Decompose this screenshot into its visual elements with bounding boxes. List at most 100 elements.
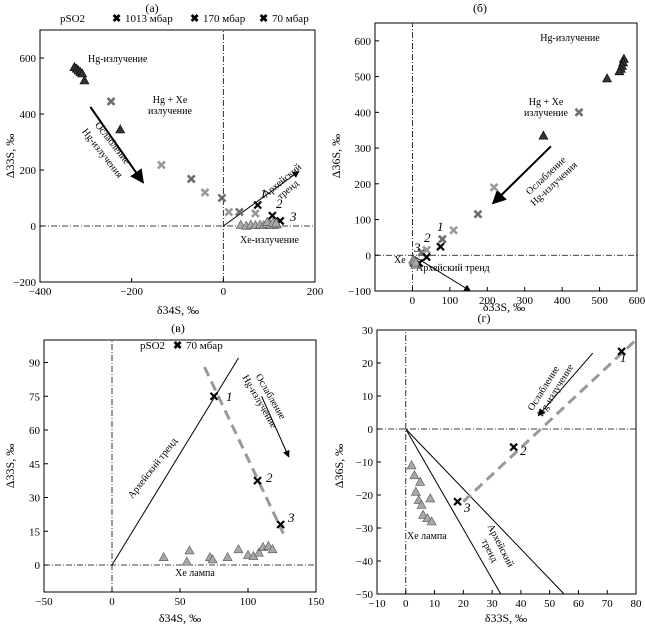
label-hg-xe-b-2: излучение bbox=[524, 108, 568, 119]
label-hg-emission-a: Hg-излучение bbox=[88, 54, 148, 65]
triangle-point-b bbox=[614, 66, 625, 76]
y-axis-label-b: Δ36S, ‰ bbox=[329, 134, 343, 178]
cross-point-d bbox=[617, 347, 626, 356]
legend-marker-70: ✖ bbox=[259, 13, 268, 25]
point-number-2-b: 2 bbox=[424, 230, 431, 245]
label-hg-xe-a-1: Hg + Xe bbox=[153, 95, 188, 106]
triangle-point-d bbox=[422, 512, 433, 523]
y-tick-label-b: 400 bbox=[355, 107, 372, 119]
cross-point-b bbox=[422, 245, 432, 255]
y-tick-label-c: 45 bbox=[29, 459, 41, 471]
y-tick-label-c: 0 bbox=[35, 560, 41, 572]
x-tick-label-b: 600 bbox=[629, 295, 645, 307]
x-tick-label-a: 0 bbox=[221, 286, 227, 298]
triangle-point-c bbox=[267, 544, 278, 554]
cross-point-a bbox=[157, 160, 166, 170]
y-tick-label-d: 0 bbox=[368, 424, 374, 436]
y-tick-label-b: −100 bbox=[348, 286, 371, 298]
cross-point-b bbox=[473, 209, 483, 219]
panel-d-annotations: Ослабление Hg-излучение Архейский тренд … bbox=[407, 350, 627, 570]
y-axis-label-d: Δ36S, ‰ bbox=[332, 444, 346, 488]
y-axis-label-a: Δ33S, ‰ bbox=[3, 134, 17, 178]
triangle-point-a bbox=[77, 68, 88, 78]
x-tick-label-d: 50 bbox=[544, 598, 556, 610]
y-tick-label-a: 400 bbox=[20, 109, 37, 121]
y-tick-label-d: 10 bbox=[362, 391, 374, 403]
label-hg-emission-b: Hg-излучение bbox=[540, 33, 600, 44]
x-axis-label-c: δ34S, ‰ bbox=[159, 611, 201, 625]
y-tick-label-d: 30 bbox=[362, 325, 374, 337]
triangle-point-c bbox=[242, 549, 254, 559]
y-tick-label-b: 600 bbox=[355, 36, 372, 48]
legend-label-170: 170 мбар bbox=[203, 13, 246, 25]
x-tick-label-d: 0 bbox=[403, 598, 409, 610]
panel-label-d: (г) bbox=[478, 311, 491, 325]
y-tick-label-d: −10 bbox=[356, 457, 374, 469]
label-hg-xe-b-1: Hg + Xe bbox=[529, 97, 564, 108]
cross-point-b bbox=[422, 252, 431, 262]
cross-point-b bbox=[574, 107, 584, 117]
point-number-2-a: 2 bbox=[276, 196, 283, 211]
point-number-2-c: 2 bbox=[266, 470, 273, 485]
triangle-point-b bbox=[538, 130, 549, 140]
plot-area-a bbox=[39, 29, 316, 283]
point-number-3-b: 3 bbox=[413, 240, 421, 255]
y-tick-label-a: −200 bbox=[13, 277, 36, 289]
x-tick-label-c: 150 bbox=[308, 596, 325, 608]
legend-marker-170: ✖ bbox=[190, 13, 199, 25]
legend: pSO2 ✖ 1013 мбар ✖ 170 мбар ✖ 70 мбар bbox=[60, 13, 309, 25]
triangle-point-c bbox=[158, 552, 169, 562]
cross-point-a bbox=[234, 207, 244, 217]
y-tick-label-a: 600 bbox=[20, 53, 37, 65]
triangle-point-c bbox=[181, 556, 192, 566]
triangle-point-c bbox=[253, 547, 264, 557]
x-tick-label-c: 100 bbox=[240, 596, 257, 608]
x-tick-label-b: 100 bbox=[442, 295, 459, 307]
legend-label-70: 70 мбар bbox=[272, 13, 309, 25]
cross-point-a bbox=[106, 96, 116, 106]
x-tick-label-d: 20 bbox=[458, 598, 470, 610]
cross-point-c bbox=[276, 520, 285, 529]
plot-area-c bbox=[43, 339, 317, 593]
legend-prefix: pSO2 bbox=[60, 13, 85, 25]
trend-line-c bbox=[111, 357, 239, 566]
point-number-1-a: 1 bbox=[260, 186, 267, 201]
cross-point-a bbox=[224, 207, 234, 217]
dashed-trend-line-d bbox=[462, 338, 638, 503]
x-tick-label-a: 200 bbox=[307, 286, 324, 298]
cross-point-a bbox=[186, 174, 196, 184]
label-hg-xe-a-2: излучение bbox=[148, 106, 192, 117]
triangle-point-a bbox=[115, 124, 126, 134]
cross-point-b bbox=[449, 225, 459, 235]
trend-line-d bbox=[405, 428, 502, 595]
triangle-point-c bbox=[233, 544, 244, 554]
y-tick-label-c: 90 bbox=[29, 358, 41, 370]
cross-point-c bbox=[253, 476, 262, 485]
y-tick-label-c: 75 bbox=[29, 391, 41, 403]
cross-point-d bbox=[453, 497, 462, 506]
cross-point-a bbox=[253, 200, 262, 210]
y-tick-label-a: 0 bbox=[31, 221, 37, 233]
cross-point-b bbox=[437, 234, 447, 244]
x-tick-label-b: 300 bbox=[516, 295, 533, 307]
cross-point-a bbox=[217, 193, 227, 203]
x-tick-label-c: 0 bbox=[109, 596, 115, 608]
weakening-arrow-a bbox=[89, 106, 144, 184]
x-tick-label-d: 10 bbox=[429, 598, 441, 610]
x-axis-label-a: δ34S, ‰ bbox=[157, 303, 199, 317]
x-tick-label-c: −50 bbox=[35, 596, 53, 608]
label-archean-c: Архейский тренд bbox=[126, 436, 180, 501]
legend-marker-1013: ✖ bbox=[112, 13, 121, 25]
trend-line-a bbox=[223, 170, 300, 227]
cross-point-a bbox=[268, 211, 277, 220]
label-xe-lamp-d: Xe лампа bbox=[407, 531, 447, 542]
y-tick-label-d: −40 bbox=[356, 556, 374, 568]
y-tick-label-b: 500 bbox=[355, 72, 372, 84]
y-tick-label-b: 300 bbox=[355, 143, 372, 155]
cross-point-c bbox=[209, 391, 219, 401]
x-tick-label-b: 400 bbox=[554, 295, 571, 307]
point-number-2-d: 2 bbox=[520, 443, 527, 458]
cross-point-a bbox=[200, 187, 210, 197]
